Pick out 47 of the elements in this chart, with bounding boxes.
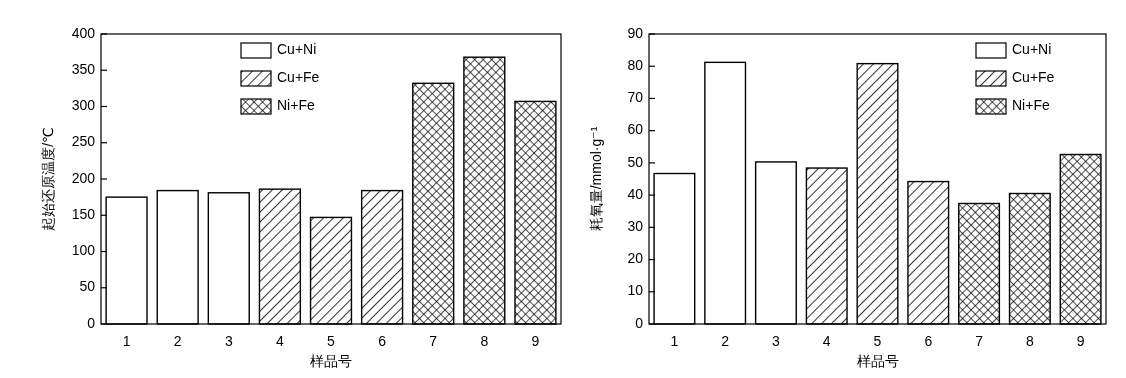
x-tick-label: 5 — [873, 332, 882, 349]
y-tick-label: 0 — [635, 314, 644, 331]
x-tick-label: 4 — [275, 332, 284, 349]
y-tick-label: 30 — [627, 218, 644, 235]
y-tick-label: 10 — [627, 282, 644, 299]
y-tick-label: 400 — [71, 24, 96, 41]
x-tick-label: 7 — [975, 332, 984, 349]
y-tick-label: 100 — [71, 242, 96, 259]
x-tick-label: 9 — [531, 332, 540, 349]
legend-label: Cu+Fe — [277, 68, 320, 85]
y-tick-label: 300 — [71, 97, 96, 114]
y-tick-label: 200 — [71, 169, 96, 186]
x-tick-label: 7 — [429, 332, 438, 349]
x-tick-label: 8 — [480, 332, 489, 349]
y-tick-label: 150 — [71, 205, 96, 222]
y-tick-label: 60 — [627, 121, 644, 138]
y-tick-label: 250 — [71, 133, 96, 150]
y-tick-label: 20 — [627, 250, 644, 267]
x-axis-title: 样品号 — [310, 352, 352, 369]
x-tick-label: 6 — [924, 332, 933, 349]
x-tick-label: 4 — [822, 332, 831, 349]
x-tick-label: 2 — [173, 332, 182, 349]
legend-label: Cu+Ni — [1012, 40, 1052, 57]
legend-label: Cu+Fe — [1012, 68, 1055, 85]
y-axis-title: 耗氧量/mmol·g⁻¹ — [587, 126, 604, 232]
x-tick-label: 8 — [1025, 332, 1034, 349]
y-tick-label: 50 — [627, 153, 644, 170]
x-axis-title: 样品号 — [856, 352, 899, 369]
y-tick-label: 40 — [627, 185, 644, 202]
x-tick-label: 3 — [224, 332, 233, 349]
y-tick-label: 70 — [627, 89, 644, 106]
y-tick-label: 50 — [79, 278, 96, 295]
x-tick-label: 6 — [378, 332, 387, 349]
x-tick-label: 1 — [670, 332, 679, 349]
y-tick-label: 80 — [627, 56, 644, 73]
x-tick-label: 1 — [122, 332, 131, 349]
legend-label: Cu+Ni — [277, 40, 317, 57]
legend-label: Ni+Fe — [1012, 96, 1050, 113]
x-tick-label: 5 — [327, 332, 336, 349]
x-tick-label: 3 — [772, 332, 781, 349]
legend-label: Ni+Fe — [277, 96, 315, 113]
x-tick-label: 2 — [721, 332, 730, 349]
y-axis-title: 起始还原温度/℃ — [39, 127, 56, 231]
y-tick-label: 90 — [627, 24, 644, 41]
y-tick-label: 0 — [87, 314, 96, 331]
y-tick-label: 350 — [71, 60, 96, 77]
x-tick-label: 9 — [1076, 332, 1085, 349]
